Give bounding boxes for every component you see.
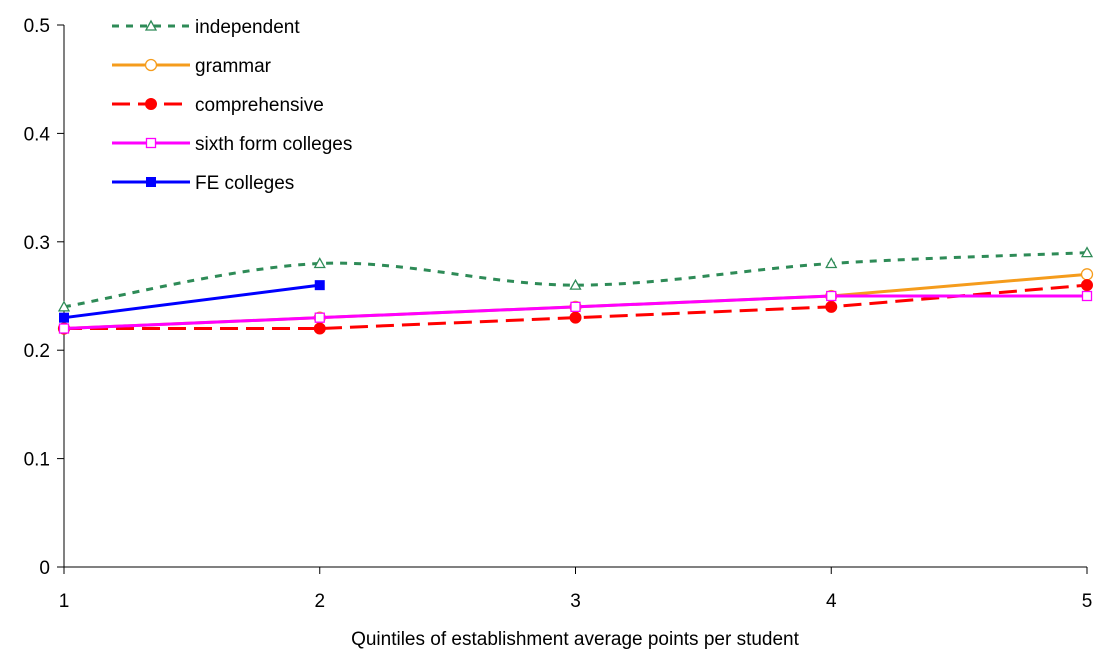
data-point [825,300,838,313]
legend-item: independent [112,17,300,38]
legend: independent grammar comprehensive sixth for… [112,17,352,194]
data-point [1081,290,1093,302]
data-point [569,278,582,290]
y-tick-label: 0.4 [24,124,51,145]
data-point [1081,279,1093,292]
data-point [314,312,325,323]
data-point [570,301,581,312]
x-tick-label: 4 [826,591,837,612]
series-line [63,251,1088,309]
axes: 0 0.1 0.2 0.3 0.4 0.5 1 2 3 4 5 [24,16,1093,612]
x-axis-title: Quintiles of establishment average point… [351,629,800,650]
legend-item: comprehensive [112,95,324,116]
legend-marker [145,137,157,149]
data-point [569,311,582,324]
x-tick-label: 5 [1082,591,1093,612]
data-point [314,280,325,291]
x-tick-label: 1 [59,591,70,612]
legend-marker [146,177,156,187]
y-tick-label: 0.3 [24,233,50,254]
data-point [825,257,838,269]
y-tick-label: 0.5 [24,16,50,37]
legend-item: grammar [112,56,272,77]
legend-label: sixth form colleges [195,134,352,155]
x-tick-label: 3 [570,591,581,612]
data-point [58,323,70,334]
series-grammar [57,268,1094,335]
legend-label: independent [195,17,300,38]
series-sixth-form-colleges [58,290,1093,334]
legend-item: sixth form colleges [112,134,352,155]
series-independent [57,246,1094,312]
data-point [1080,268,1094,281]
legend-marker [144,19,158,31]
data-point [826,290,837,302]
y-tick-label: 0 [39,558,50,579]
data-point [1080,246,1094,258]
legend-item: FE colleges [112,173,294,194]
series-layer [57,246,1094,335]
data-point [313,257,326,269]
series-fe-colleges [59,280,325,323]
legend-label: comprehensive [195,95,324,116]
y-tick-label: 0.2 [24,341,50,362]
legend-label: grammar [195,56,272,77]
series-line [63,283,320,320]
legend-marker [144,58,158,72]
data-point [57,300,71,312]
data-point [313,322,326,335]
legend-marker [145,98,157,110]
x-tick-label: 2 [314,591,325,612]
y-tick-label: 0.1 [24,450,50,471]
legend-label: FE colleges [195,173,294,194]
data-point [59,312,69,323]
